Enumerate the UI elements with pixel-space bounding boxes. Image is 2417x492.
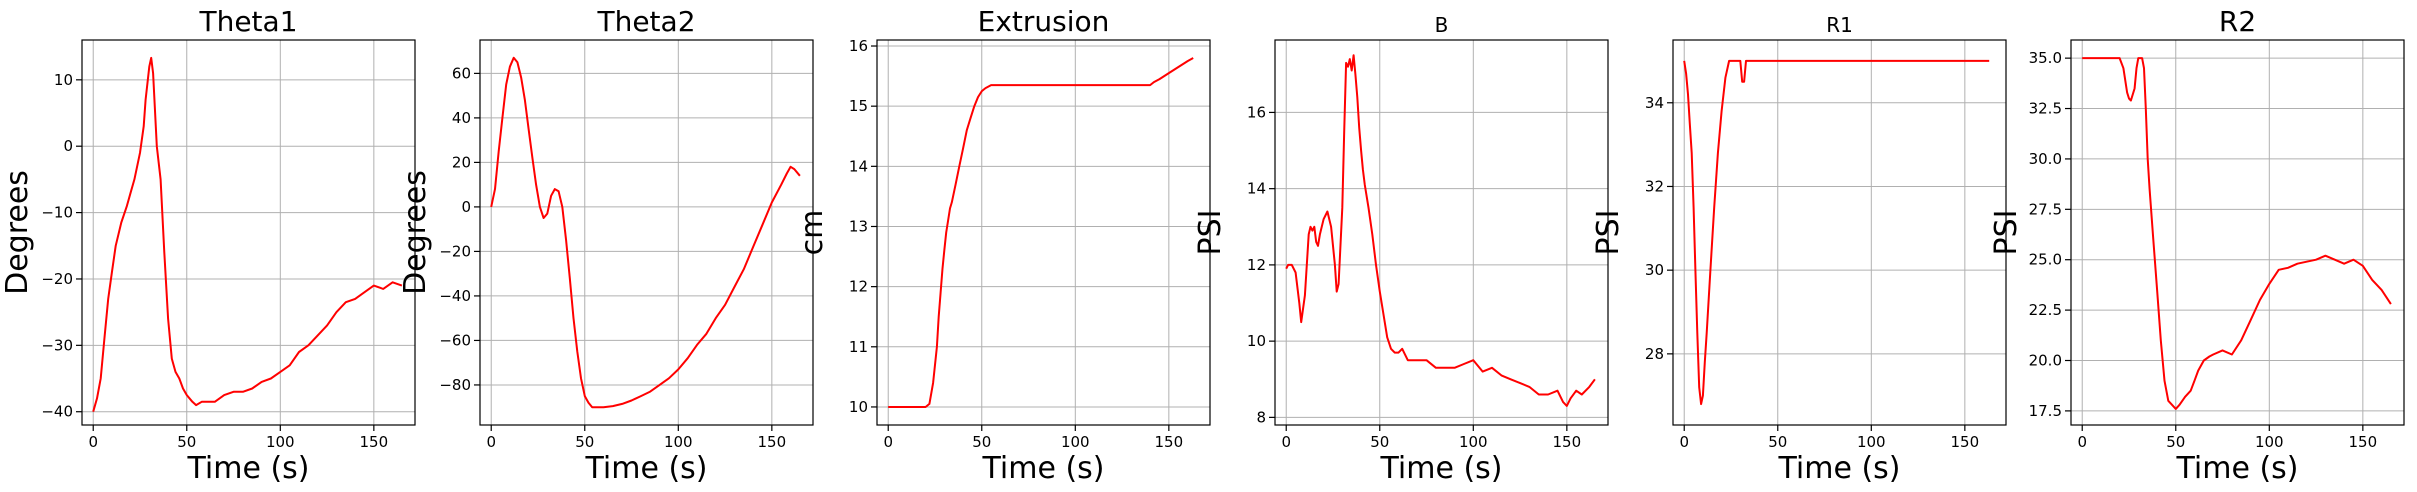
x-tick-label: 50 [575,433,594,451]
x-tick-label: 50 [972,433,991,451]
x-tick-label: 100 [1459,433,1488,451]
y-tick-label: −40 [41,403,73,421]
x-tick-label: 50 [1768,433,1787,451]
x-axis-label: Time (s) [1380,451,1503,486]
y-tick-label: 35.0 [2029,49,2062,67]
x-tick-label: 150 [758,433,787,451]
x-axis-label: Time (s) [187,451,310,486]
x-tick-label: 150 [1553,433,1582,451]
y-tick-label: 0 [461,198,471,216]
y-axis-label: Degrees [0,170,35,295]
y-tick-label: −20 [41,270,73,288]
y-tick-label: 40 [452,109,471,127]
y-tick-label: 14 [1247,180,1266,198]
chart-panel-theta1: 0 50 100 150 −40 −30 −20 −10 0 10 Theta1 Time (s) De… [0,5,416,486]
chart-title: R2 [2219,5,2256,38]
chart-panel-theta2: 0 50 100 150 −80 −60 −40 −20 0 20 40 60 Theta2 Time (… [398,5,814,486]
y-tick-label: 22.5 [2029,301,2062,319]
x-tick-label: 150 [2349,433,2378,451]
y-tick-label: 32.5 [2029,100,2062,118]
x-tick-label: 50 [2166,433,2185,451]
y-tick-label: 10 [849,398,868,416]
y-tick-label: 12 [1247,256,1266,274]
x-tick-label: 0 [88,433,98,451]
axes-frame [2070,39,2405,426]
y-tick-label: −20 [439,242,471,260]
chart-title: R1 [1826,13,1853,37]
chart-title: B [1435,13,1449,37]
x-tick-label: 50 [1370,433,1389,451]
x-tick-label: 0 [1679,433,1689,451]
x-tick-label: 50 [177,433,196,451]
y-tick-label: −80 [439,376,471,394]
x-tick-label: 0 [883,433,893,451]
x-tick-label: 150 [1951,433,1980,451]
y-axis-label: PSI [1591,210,1626,256]
series-line [92,56,403,412]
y-tick-label: 16 [849,37,868,55]
chart-title: Theta1 [198,5,297,38]
axes-frame [876,39,1211,426]
x-tick-label: 100 [266,433,295,451]
y-tick-label: −40 [439,287,471,305]
y-tick-label: 20 [452,153,471,171]
x-tick-label: 100 [2255,433,2284,451]
y-tick-label: 0 [63,137,73,155]
chart-panel-r2: 0 50 100 150 17.5 20.0 22.5 25.0 27.5 30.0 32.5 35.… [1989,5,2405,486]
axes-frame [479,39,814,426]
y-tick-label: 8 [1256,408,1266,426]
y-tick-label: 60 [452,64,471,82]
x-tick-label: 100 [1857,433,1886,451]
y-tick-label: 16 [1247,103,1266,121]
y-tick-label: 14 [849,157,868,175]
y-axis-label: PSI [1193,210,1228,256]
chart-panel-b: 0 50 100 150 8 10 12 14 16 B Time (s) PSI [1193,13,1609,486]
series-line [888,57,1194,408]
chart-panel-r1: 0 50 100 150 28 30 32 34 R1 Time (s) PSI [1591,13,2007,486]
y-tick-label: 10 [1247,332,1266,350]
series-line [1683,59,1990,406]
y-axis-label: cm [795,210,830,256]
y-tick-label: 30 [1645,261,1664,279]
y-tick-label: 10 [54,71,73,89]
y-tick-label: 12 [849,278,868,296]
y-tick-label: 30.0 [2029,150,2062,168]
x-axis-label: Time (s) [2176,451,2299,486]
y-tick-label: 25.0 [2029,251,2062,269]
y-tick-label: 17.5 [2029,402,2062,420]
y-axis-label: PSI [1989,210,2024,256]
x-axis-label: Time (s) [1778,451,1901,486]
y-tick-label: 11 [849,338,868,356]
y-tick-label: −10 [41,204,73,222]
chart-panel-extrusion: 0 50 100 150 10 11 12 13 14 15 16 Extrusion Time (s)… [795,5,1211,486]
y-tick-label: 27.5 [2029,200,2062,218]
x-tick-label: 100 [664,433,693,451]
y-tick-label: 15 [849,97,868,115]
x-tick-label: 150 [1155,433,1184,451]
x-axis-label: Time (s) [982,451,1105,486]
axes-frame [81,39,416,426]
series-line [1285,54,1596,407]
x-tick-label: 0 [1281,433,1291,451]
chart-title: Extrusion [978,5,1110,38]
series-line [490,56,801,409]
x-axis-label: Time (s) [585,451,708,486]
y-tick-label: −60 [439,331,471,349]
x-tick-label: 100 [1061,433,1090,451]
x-tick-label: 150 [360,433,389,451]
y-tick-label: 20.0 [2029,351,2062,369]
y-tick-label: 13 [849,217,868,235]
x-tick-label: 0 [2077,433,2087,451]
y-axis-label: Degrees [398,170,433,295]
chart-title: Theta2 [596,5,695,38]
y-tick-label: 34 [1645,94,1664,112]
y-tick-label: −30 [41,336,73,354]
y-tick-label: 28 [1645,345,1664,363]
x-tick-label: 0 [486,433,496,451]
y-tick-label: 32 [1645,177,1664,195]
axes-frame [1672,39,2007,426]
series-line [2082,57,2392,410]
axes-frame [1274,39,1609,426]
